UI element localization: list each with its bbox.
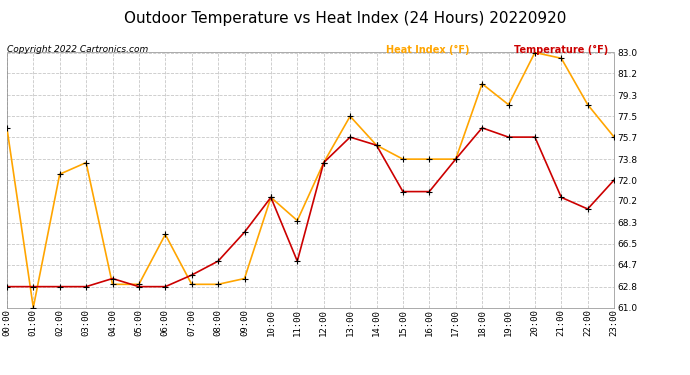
- Text: Outdoor Temperature vs Heat Index (24 Hours) 20220920: Outdoor Temperature vs Heat Index (24 Ho…: [124, 11, 566, 26]
- Text: Heat Index (°F): Heat Index (°F): [386, 45, 470, 55]
- Text: Temperature (°F): Temperature (°F): [514, 45, 609, 55]
- Text: Copyright 2022 Cartronics.com: Copyright 2022 Cartronics.com: [7, 45, 148, 54]
